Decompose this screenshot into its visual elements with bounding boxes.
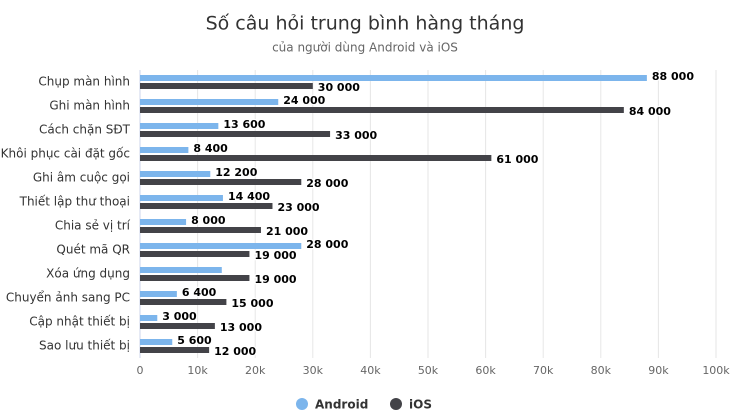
y-tick-label: Xóa ứng dụng [46,267,130,281]
bar [140,251,250,257]
x-tick-label: 30k [303,364,324,377]
bar [140,275,250,281]
bar [140,299,227,305]
data-label: 21 000 [266,225,308,238]
data-label: 19 000 [254,249,296,262]
data-label: 28 000 [306,177,348,190]
data-label: 8 000 [191,214,226,227]
bar [140,291,177,297]
y-tick-label: Sao lưu thiết bị [39,339,130,353]
y-tick-label: Ghi âm cuộc gọi [33,171,130,185]
x-tick-label: 70k [533,364,554,377]
data-label: 14 400 [228,190,270,203]
legend-label: iOS [409,398,432,412]
bar [140,203,273,209]
data-label: 30 000 [318,81,360,94]
bar [140,171,211,177]
chart-subtitle: của người dùng Android và iOS [272,41,458,55]
legend-label: Android [315,398,368,412]
data-label: 12 000 [214,345,256,358]
bar [140,323,215,329]
x-tick-label: 40k [360,364,381,377]
y-tick-label: Chia sẻ vị trí [55,219,131,233]
bar [140,99,279,105]
bar [140,179,302,185]
bar [140,107,624,113]
data-label: 3 000 [162,310,197,323]
data-label: 23 000 [277,201,319,214]
bar [140,315,158,321]
y-tick-label: Chuyển ảnh sang PC [6,291,130,305]
x-tick-label: 60k [475,364,496,377]
bar [140,227,261,233]
bar [140,75,647,81]
y-tick-label: Thiết lập thư thoại [19,195,130,209]
y-tick-label: Quét mã QR [56,243,130,257]
bar [140,147,189,153]
x-tick-label: 0 [137,364,144,377]
legend-marker [390,398,402,410]
legend-marker [296,398,308,410]
data-label: 19 000 [254,273,296,286]
data-label: 28 000 [306,238,348,251]
data-label: 6 400 [182,286,217,299]
data-label: 12 200 [215,166,257,179]
y-tick-label: Chụp màn hình [38,75,130,89]
data-label: 24 000 [283,94,325,107]
bar [140,131,331,137]
y-tick-label: Khôi phục cài đặt gốc [1,147,130,161]
data-label: 13 600 [223,118,265,131]
x-tick-label: 90k [648,364,669,377]
data-label: 8 400 [193,142,228,155]
bar [140,267,222,273]
y-tick-label: Ghi màn hình [49,99,130,113]
bar [140,83,313,89]
data-label: 84 000 [629,105,671,118]
x-tick-label: 20k [245,364,266,377]
bar [140,123,219,129]
data-label: 33 000 [335,129,377,142]
data-label: 61 000 [496,153,538,166]
chart-title: Số câu hỏi trung bình hàng tháng [206,13,525,35]
x-tick-label: 50k [418,364,439,377]
bar [140,155,492,161]
x-tick-label: 80k [591,364,612,377]
data-label: 88 000 [652,70,694,83]
y-tick-label: Cập nhật thiết bị [29,315,130,329]
bar [140,347,210,353]
bar [140,219,187,225]
y-tick-label: Cách chặn SĐT [39,123,131,137]
bar [140,195,223,201]
x-tick-label: 100k [702,364,730,377]
x-tick-label: 10k [187,364,208,377]
data-label: 15 000 [231,297,273,310]
data-label: 5 600 [177,334,212,347]
bar [140,243,302,249]
bar [140,339,173,345]
data-label: 13 000 [220,321,262,334]
